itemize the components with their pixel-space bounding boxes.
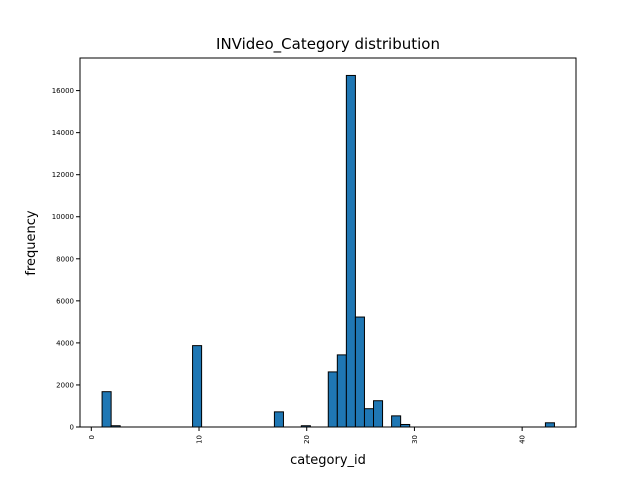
y-tick-label: 10000 <box>52 213 74 221</box>
histogram-bar-11 <box>391 415 402 428</box>
histogram-bar-8 <box>354 316 365 428</box>
x-tick-label: 0 <box>88 435 96 439</box>
x-axis-label: category_id <box>290 453 366 468</box>
bars-group <box>101 74 555 428</box>
x-axis: 0 10 20 30 40 <box>88 427 527 444</box>
histogram-bar-13 <box>544 422 555 428</box>
y-tick-label: 16000 <box>52 87 74 95</box>
x-tick-label: 30 <box>411 435 419 444</box>
x-tick-label: 20 <box>303 435 311 444</box>
y-axis-label: frequency <box>24 210 39 276</box>
histogram-bar-3 <box>273 411 284 428</box>
x-tick-label: 40 <box>519 435 527 444</box>
y-tick-label: 12000 <box>52 171 74 179</box>
x-tick-label: 10 <box>196 435 204 444</box>
y-tick-label: 8000 <box>56 255 74 263</box>
histogram-bar-9 <box>363 408 375 428</box>
plot-frame <box>79 57 577 428</box>
y-tick-label: 2000 <box>56 381 74 389</box>
chart-title: INVideo_Category distribution <box>216 35 440 54</box>
histogram-bar-2 <box>192 345 203 428</box>
y-tick-label: 6000 <box>56 297 74 305</box>
y-tick-label: 0 <box>70 424 74 432</box>
y-axis: 0 2000 4000 6000 8000 10000 12000 14000 16000 <box>52 87 80 432</box>
histogram-bar-0 <box>101 391 112 428</box>
y-tick-label: 14000 <box>52 129 74 137</box>
histogram-bar-5 <box>327 371 338 428</box>
histogram-bar-6 <box>336 354 347 428</box>
histogram-bar-10 <box>373 400 384 428</box>
histogram-bar-7 <box>345 74 356 428</box>
y-tick-label: 4000 <box>56 339 74 347</box>
